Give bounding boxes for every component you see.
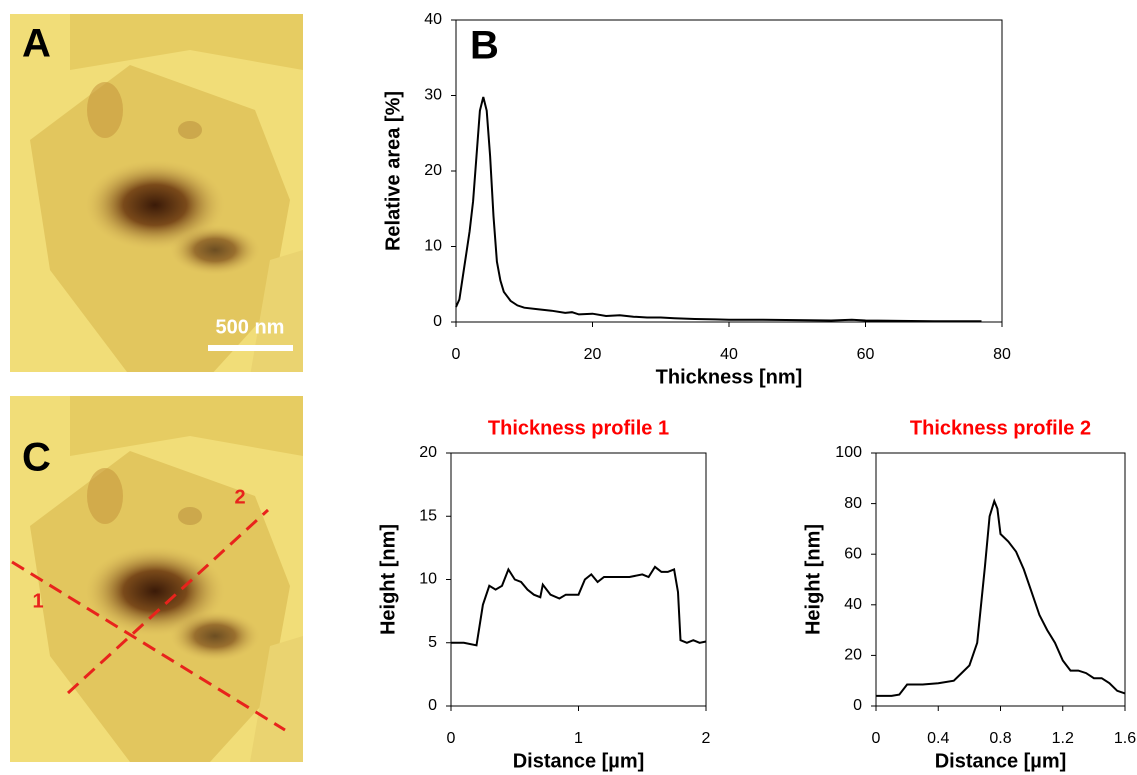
y-tick-label: 10 [424, 238, 442, 255]
afm-image-c [10, 396, 303, 762]
y-tick-label: 0 [433, 313, 442, 330]
y-axis-title: Height [nm] [377, 524, 399, 635]
x-tick-label: 60 [857, 346, 875, 363]
y-tick-label: 20 [424, 162, 442, 179]
scale-bar [208, 345, 293, 351]
x-tick-label: 1.6 [1114, 730, 1136, 747]
x-tick-label: 2 [702, 730, 711, 747]
x-axis-title: Distance [µm] [935, 750, 1067, 772]
y-tick-label: 5 [428, 634, 437, 651]
x-tick-label: 0 [872, 730, 881, 747]
x-tick-label: 1 [574, 730, 583, 747]
x-tick-label: 0 [447, 730, 456, 747]
x-axis-title: Distance [µm] [513, 750, 645, 772]
panel-label: B [470, 24, 499, 68]
x-tick-label: 20 [584, 346, 602, 363]
profile-line-label: 1 [32, 590, 43, 612]
y-tick-label: 20 [844, 647, 862, 664]
y-tick-label: 0 [428, 697, 437, 714]
y-tick-label: 60 [844, 545, 862, 562]
plot-frame [875, 452, 1126, 707]
scale-bar-label: 500 nm [216, 316, 285, 338]
profile-line [66, 508, 270, 695]
chart-title: Thickness profile 2 [910, 417, 1091, 439]
y-tick-label: 40 [424, 11, 442, 28]
y-tick-label: 20 [419, 444, 437, 461]
chart-title: Thickness profile 1 [488, 417, 669, 439]
y-tick-label: 15 [419, 507, 437, 524]
y-tick-label: 10 [419, 571, 437, 588]
data-line [455, 96, 982, 323]
plot-frame [450, 452, 707, 707]
y-tick-label: 0 [853, 697, 862, 714]
x-tick-label: 40 [720, 346, 738, 363]
data-line [876, 498, 1126, 697]
y-tick-label: 30 [424, 87, 442, 104]
y-tick-label: 40 [844, 596, 862, 613]
y-tick-label: 80 [844, 495, 862, 512]
panel-label: C [22, 436, 51, 480]
y-axis-title: Height [nm] [802, 524, 824, 635]
x-tick-label: 0 [452, 346, 461, 363]
x-axis-title: Thickness [nm] [656, 366, 803, 388]
x-tick-label: 0.4 [927, 730, 949, 747]
data-line [451, 565, 707, 647]
y-axis-title: Relative area [%] [382, 91, 404, 251]
panel-label: A [22, 22, 51, 66]
plot-frame [455, 19, 1003, 323]
profile-line [11, 560, 286, 732]
x-tick-label: 1.2 [1052, 730, 1074, 747]
x-tick-label: 0.8 [989, 730, 1011, 747]
y-tick-label: 100 [835, 444, 862, 461]
profile-line-label: 2 [234, 486, 245, 508]
x-tick-label: 80 [993, 346, 1011, 363]
